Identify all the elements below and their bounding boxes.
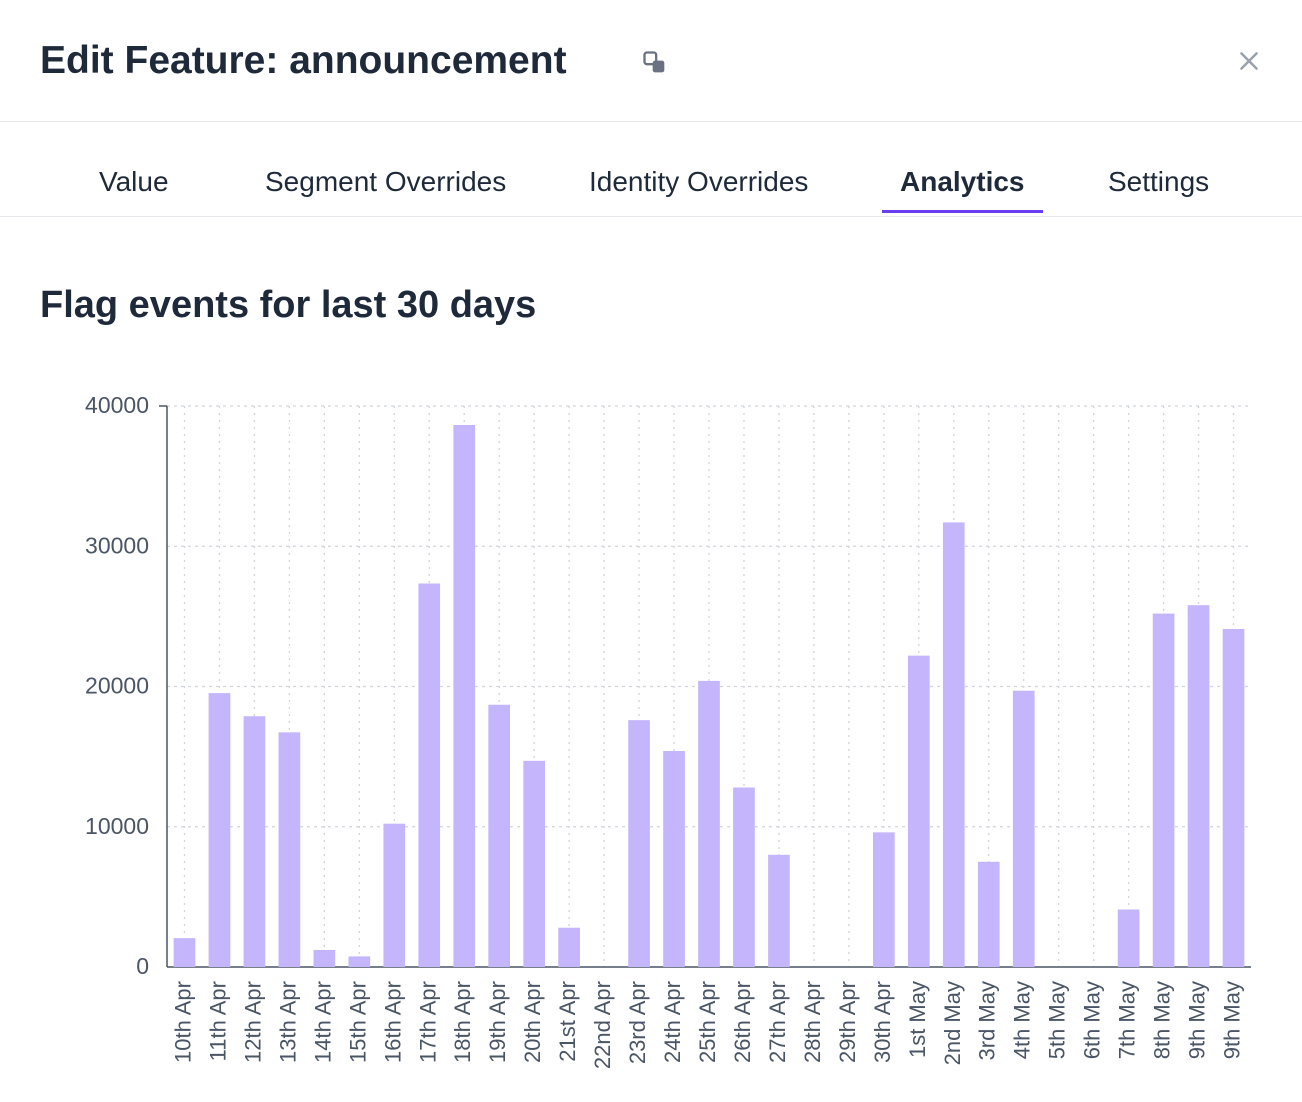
svg-text:10th Apr: 10th Apr: [170, 981, 195, 1063]
svg-text:14th Apr: 14th Apr: [310, 981, 335, 1063]
svg-text:30th Apr: 30th Apr: [870, 981, 895, 1063]
svg-text:21st Apr: 21st Apr: [555, 981, 580, 1062]
svg-text:40000: 40000: [85, 392, 149, 418]
svg-text:8th May: 8th May: [1150, 981, 1175, 1059]
svg-text:11th Apr: 11th Apr: [205, 981, 230, 1061]
svg-text:9th May: 9th May: [1185, 981, 1210, 1059]
svg-text:10000: 10000: [85, 813, 149, 839]
svg-text:6th May: 6th May: [1080, 981, 1105, 1059]
svg-text:27th Apr: 27th Apr: [765, 981, 790, 1063]
svg-text:29th Apr: 29th Apr: [835, 981, 860, 1063]
svg-text:20000: 20000: [85, 673, 149, 699]
svg-text:4th May: 4th May: [1010, 981, 1035, 1059]
svg-text:25th Apr: 25th Apr: [695, 981, 720, 1063]
svg-text:23rd Apr: 23rd Apr: [625, 981, 650, 1064]
svg-text:15th Apr: 15th Apr: [345, 981, 370, 1063]
svg-text:3rd May: 3rd May: [975, 981, 1000, 1060]
svg-text:7th May: 7th May: [1115, 981, 1140, 1059]
svg-text:24th Apr: 24th Apr: [660, 981, 685, 1063]
svg-text:26th Apr: 26th Apr: [730, 981, 755, 1063]
svg-text:28th Apr: 28th Apr: [800, 981, 825, 1063]
svg-text:13th Apr: 13th Apr: [275, 981, 300, 1063]
svg-text:19th Apr: 19th Apr: [485, 981, 510, 1063]
svg-text:12th Apr: 12th Apr: [240, 981, 265, 1063]
svg-text:1st May: 1st May: [905, 981, 930, 1058]
svg-text:16th Apr: 16th Apr: [380, 981, 405, 1063]
svg-text:2nd May: 2nd May: [940, 981, 965, 1065]
svg-text:0: 0: [136, 953, 149, 979]
svg-text:20th Apr: 20th Apr: [520, 981, 545, 1063]
svg-text:17th Apr: 17th Apr: [415, 981, 440, 1063]
svg-text:5th May: 5th May: [1045, 981, 1070, 1059]
svg-text:9th May: 9th May: [1220, 981, 1245, 1059]
svg-text:22nd Apr: 22nd Apr: [590, 981, 615, 1069]
svg-text:30000: 30000: [85, 532, 149, 558]
svg-text:18th Apr: 18th Apr: [450, 981, 475, 1063]
